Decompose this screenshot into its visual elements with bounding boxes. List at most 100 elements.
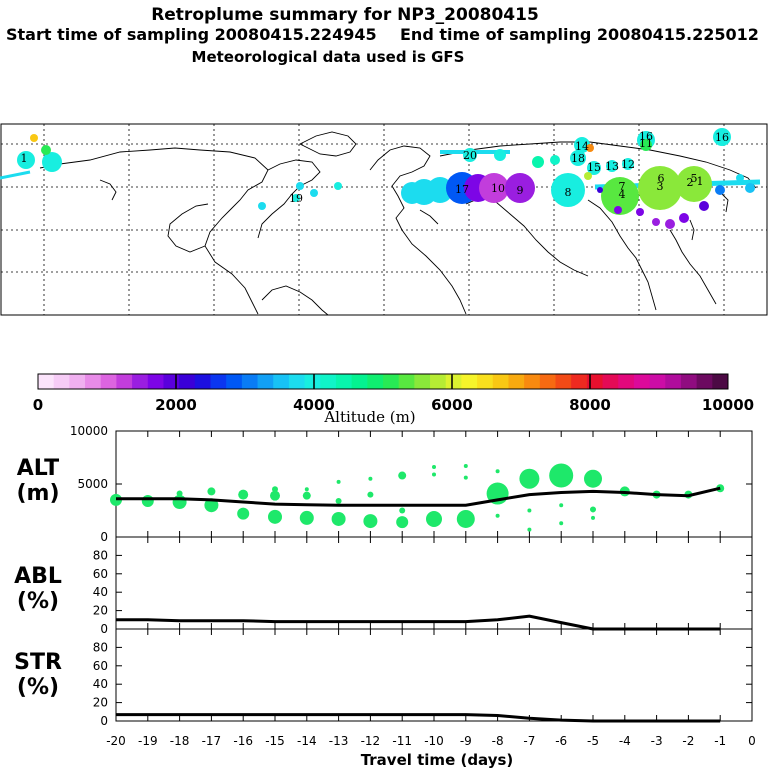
map-day-number: 18: [571, 152, 585, 165]
plume-cluster-circle: [601, 177, 639, 215]
plume-cluster-circle: [606, 160, 618, 172]
colorbar-cell: [398, 374, 415, 389]
plume-cluster-circle: [652, 218, 660, 226]
colorbar-tick-label: 6000: [431, 396, 473, 414]
colorbar-cell: [445, 374, 462, 389]
y-tick-label: 40: [93, 677, 108, 691]
colorbar-cell: [69, 374, 86, 389]
x-tick-label: -4: [619, 734, 631, 748]
y-tick-label: 40: [93, 585, 108, 599]
alt-median-line: [116, 486, 721, 507]
x-tick-label: -19: [138, 734, 158, 748]
colorbar-cell: [194, 374, 211, 389]
alt-scatter-point: [141, 494, 154, 507]
plume-cluster-circle: [30, 134, 38, 142]
plume-cluster-circle: [570, 150, 586, 166]
map-day-number: 11: [639, 137, 653, 150]
map-day-number: 7: [619, 180, 626, 193]
plume-cluster-circle: [638, 166, 682, 210]
alt-scatter-point: [237, 507, 250, 520]
end-time-label: End time of sampling 20080415.225012: [400, 25, 759, 44]
alt-scatter-point: [176, 490, 183, 497]
str-panel-label: STR: [14, 650, 62, 675]
abl-panel-label: ABL: [14, 564, 62, 589]
start-time-label: Start time of sampling 20080415.224945: [6, 25, 377, 44]
colorbar-cell: [210, 374, 227, 389]
alt-scatter-point: [336, 479, 341, 484]
plume-cluster-circle: [713, 128, 731, 146]
colorbar-frame: [37, 373, 729, 390]
colorbar-ticks: 0 2000 4000 6000 8000 10000: [33, 374, 754, 414]
plume-cluster-circle: [665, 219, 675, 229]
str-line: [116, 713, 721, 723]
map-day-number: 8: [565, 186, 572, 199]
alt-scatter-point: [456, 509, 475, 528]
alt-scatter-point: [398, 471, 407, 480]
alt-scatter-point: [299, 510, 314, 525]
colorbar-tick-label: 0: [33, 396, 43, 414]
plume-cluster-circle: [584, 172, 592, 180]
map-day-number: 2: [687, 176, 694, 189]
map-day-number: 4: [619, 188, 626, 201]
alt-scatter-point: [207, 487, 216, 496]
colorbar-cell: [335, 374, 353, 389]
y-tick-label: 5000: [77, 477, 108, 491]
colorbar-cell: [633, 374, 651, 389]
map-day-number: 3: [657, 180, 664, 193]
y-tick-label: 0: [100, 714, 108, 728]
map-day-number: 14: [575, 140, 589, 153]
x-tick-labels: -20 -19 -18 -17 -16 -15 -14 -13 -12 -11 -10 -9 -8 -7-…: [106, 734, 756, 748]
colorbar-cell: [116, 374, 133, 389]
colorbar-cell: [680, 374, 698, 389]
alt-panel: ALT (m) 0 5000 10000: [16, 424, 753, 544]
plume-cluster-circle: [640, 139, 652, 151]
x-tick-label: -5: [587, 734, 599, 748]
colorbar-cell: [383, 374, 400, 389]
map-day-number: 12: [621, 158, 635, 171]
colorbar-cell: [53, 374, 70, 389]
colorbar-cell: [571, 374, 588, 389]
colorbar-cell: [320, 374, 337, 389]
alt-scatter-point: [584, 469, 602, 488]
str-x-ticks: [115, 629, 753, 721]
y-tick-label: 60: [93, 659, 108, 673]
plume-cluster-circle: [505, 173, 535, 203]
x-tick-label: -11: [392, 734, 412, 748]
plume-cluster-circle: [597, 187, 603, 193]
alt-scatter-point: [463, 475, 468, 480]
x-tick-label: 0: [748, 734, 756, 748]
plume-cluster-circle: [736, 174, 744, 182]
alt-scatter-point: [432, 472, 436, 477]
x-tick-label: -18: [170, 734, 190, 748]
alt-scatter-point: [399, 507, 406, 514]
alt-scatter-point: [495, 469, 500, 474]
colorbar-cell: [665, 374, 682, 389]
colorbar-cell: [602, 374, 619, 389]
plume-cluster-circle: [17, 151, 35, 169]
x-tick-label: -8: [492, 734, 504, 748]
alt-scatter-point: [495, 513, 500, 518]
colorbar-title: Altitude (m): [323, 408, 415, 426]
colorbar-cell: [257, 374, 274, 389]
colorbar-cell: [524, 374, 541, 389]
x-tick-label: -9: [460, 734, 472, 748]
map-day-number: 1: [697, 175, 704, 188]
colorbar-cell: [367, 374, 384, 389]
abl-x-ticks: [115, 537, 753, 629]
y-tick-label: 20: [93, 604, 108, 618]
alt-x-ticks: [115, 431, 753, 537]
plume-cluster-circle: [427, 177, 453, 203]
alt-scatter-point: [367, 491, 374, 498]
alt-scatter-point: [519, 468, 540, 489]
map-day-number: 19: [289, 192, 303, 205]
plume-cluster-circle: [679, 213, 689, 223]
map-day-number: 16: [639, 130, 653, 143]
plume-cluster-circle: [636, 208, 644, 216]
alt-scatter-point: [463, 463, 468, 468]
plume-cluster-circle: [42, 152, 62, 172]
colorbar-cell: [618, 374, 635, 389]
x-tick-label: -3: [651, 734, 663, 748]
colorbar-cell: [712, 374, 729, 389]
alt-scatter-point: [396, 516, 409, 529]
